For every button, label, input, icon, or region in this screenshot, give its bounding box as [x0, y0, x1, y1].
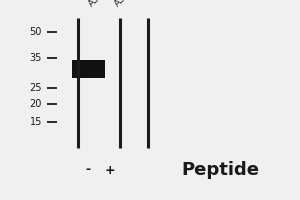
Text: 15: 15: [30, 117, 42, 127]
Text: -: -: [85, 164, 91, 176]
Text: 25: 25: [29, 83, 42, 93]
Text: 50: 50: [30, 27, 42, 37]
Text: +: +: [105, 164, 115, 176]
Text: 35: 35: [30, 53, 42, 63]
Text: Peptide: Peptide: [181, 161, 259, 179]
Text: 20: 20: [30, 99, 42, 109]
FancyBboxPatch shape: [72, 60, 105, 78]
Text: A375: A375: [113, 0, 136, 8]
Text: A375: A375: [87, 0, 110, 8]
